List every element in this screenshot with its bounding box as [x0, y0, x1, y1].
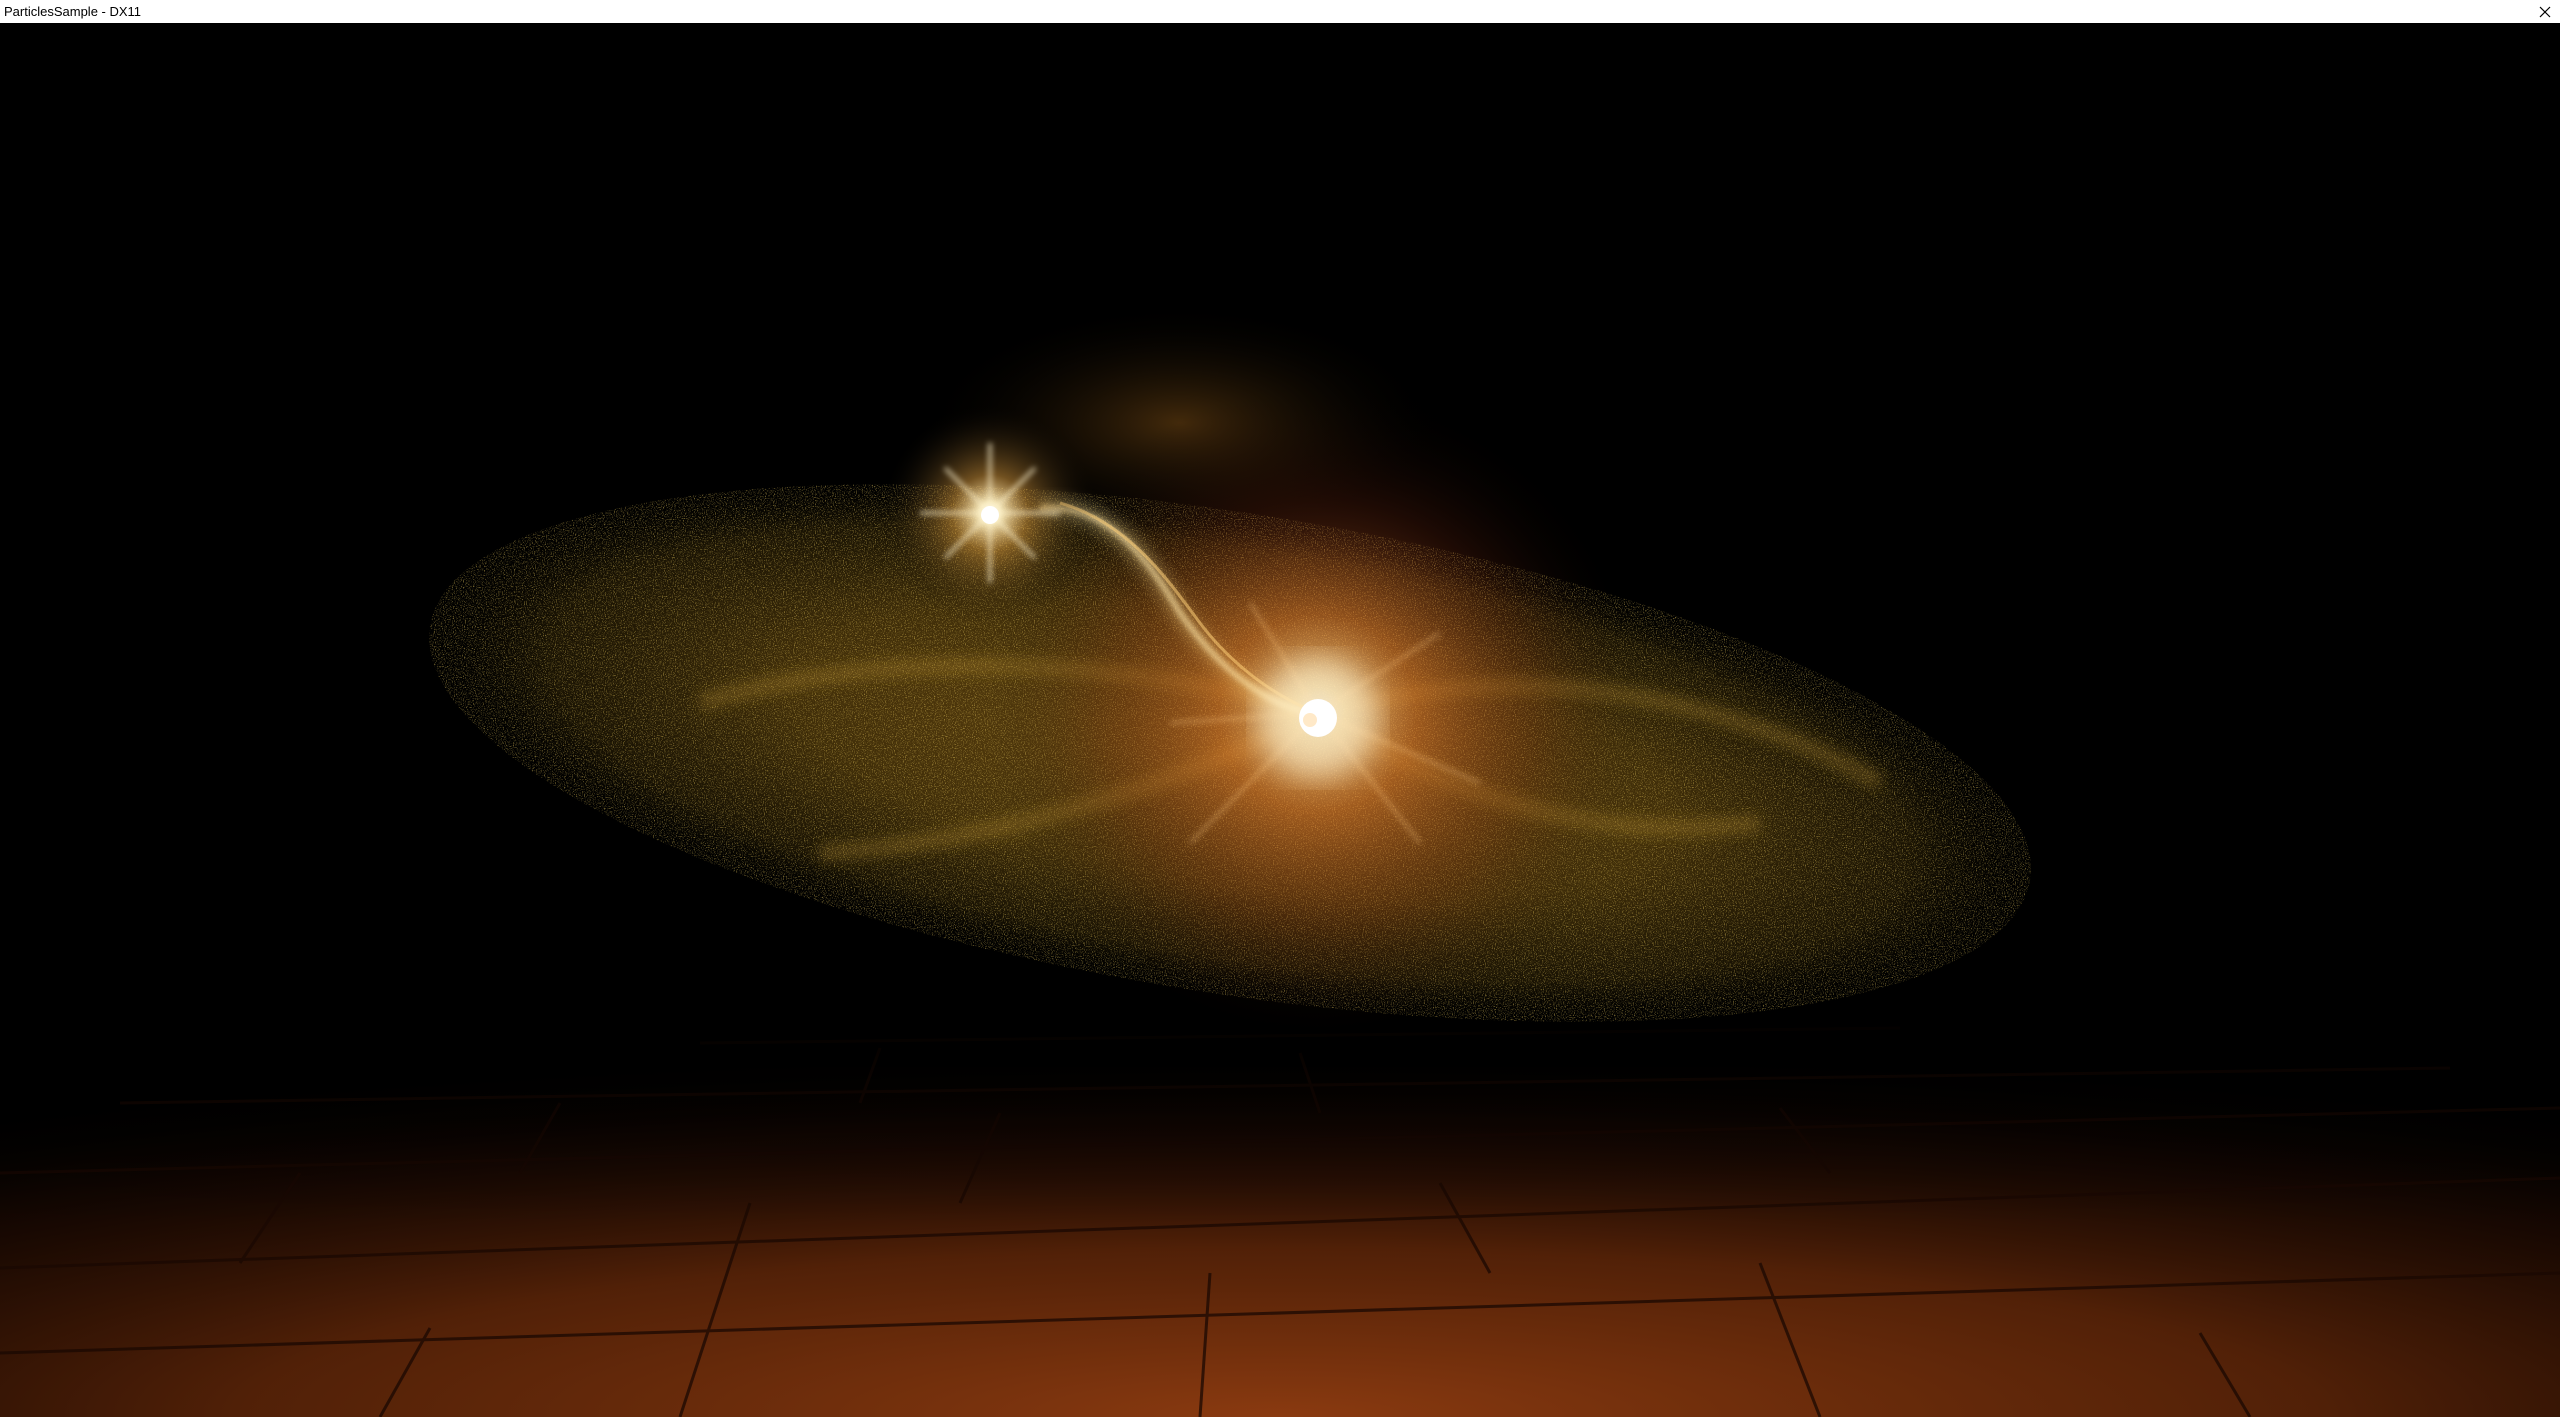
floor-tiles	[0, 1003, 2560, 1417]
window-titlebar: ParticlesSample - DX11	[0, 0, 2560, 23]
window-title: ParticlesSample - DX11	[4, 4, 142, 19]
scene-render	[0, 303, 2560, 1417]
render-viewport[interactable]	[0, 23, 2560, 1417]
close-button[interactable]	[2534, 2, 2556, 22]
secondary-core	[880, 403, 1100, 623]
primary-core	[1258, 658, 1378, 778]
close-icon	[2539, 6, 2551, 17]
